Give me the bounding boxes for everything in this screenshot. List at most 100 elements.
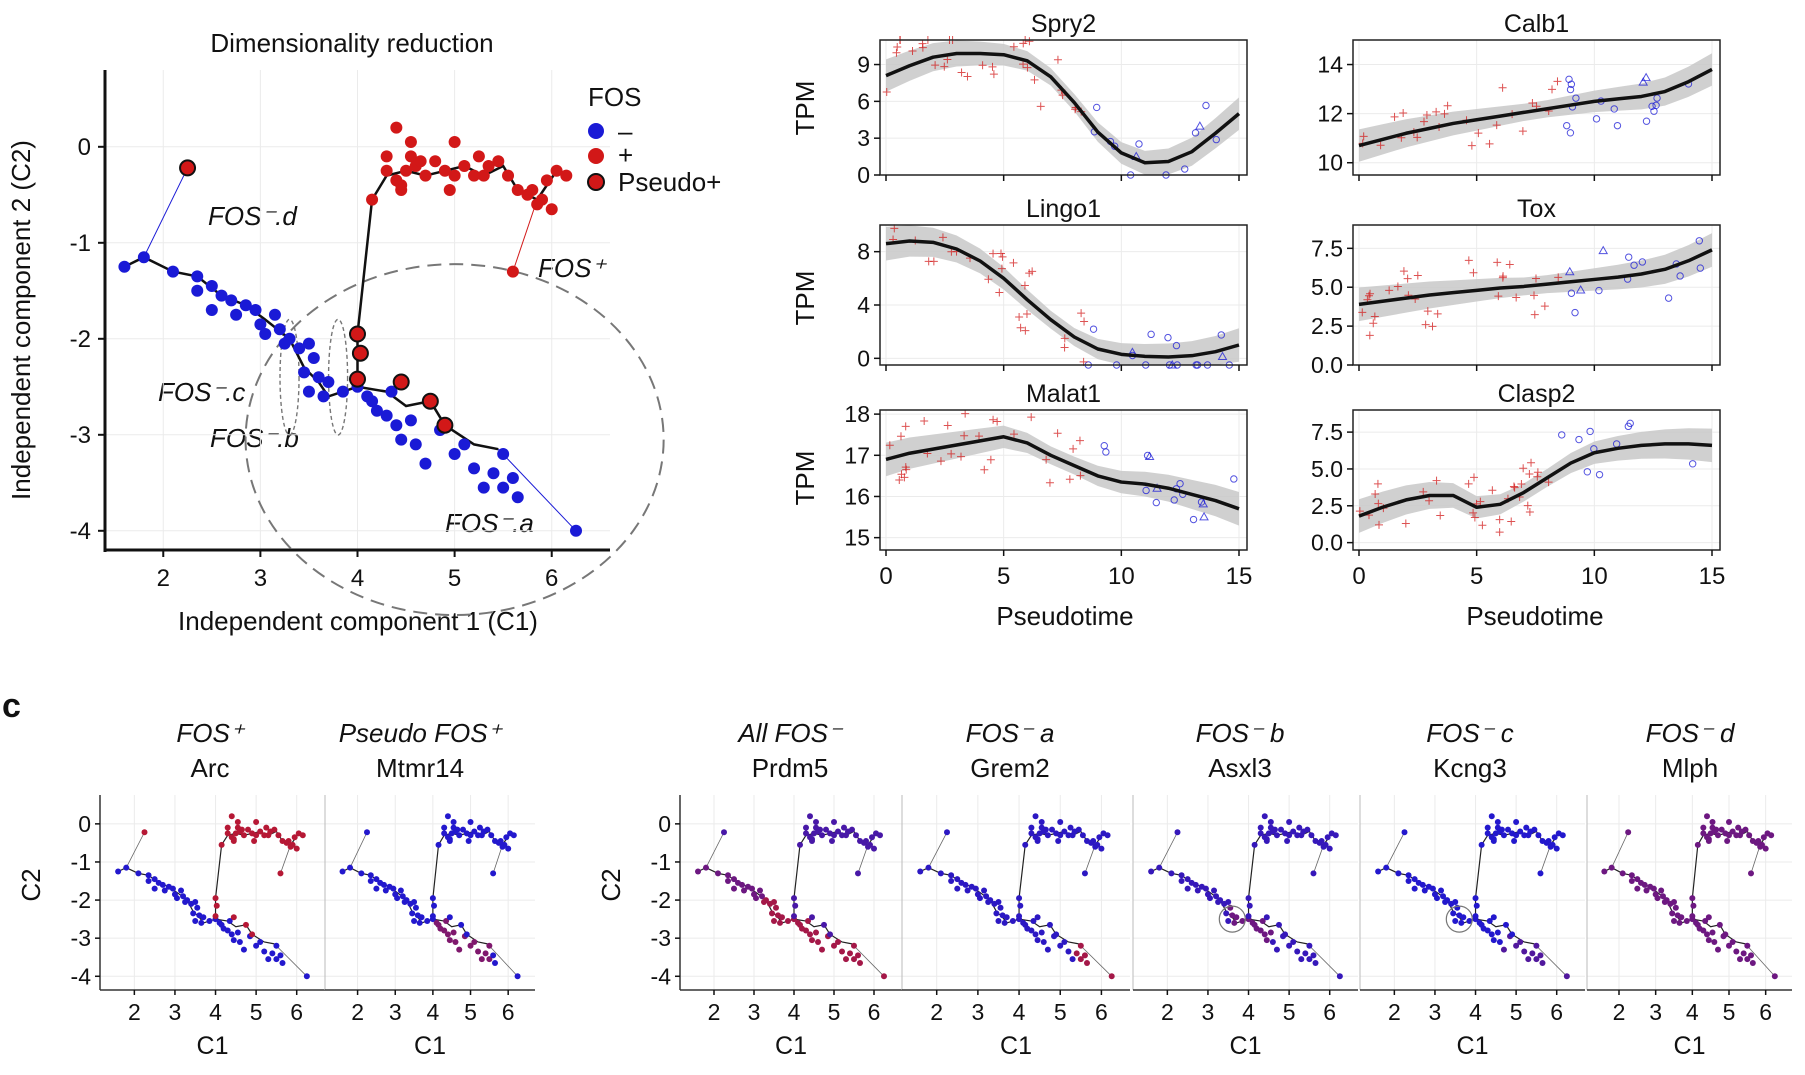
c-point [218,841,225,848]
c-point [1744,942,1751,949]
c-point [1715,832,1721,839]
b-marker-pos [1369,319,1378,328]
b-marker-pos [938,233,947,242]
c-point [944,829,950,836]
b-marker-neg [1566,129,1575,137]
c-point [1494,929,1501,936]
c-point [1740,950,1747,957]
b-marker-pos [1495,515,1504,524]
a-point-fos-pos [390,121,403,134]
b-marker-pos [960,431,969,440]
b-marker-pseudo [1598,245,1609,255]
b-ytick-label: 2.5 [1311,313,1343,339]
c-point [441,927,448,934]
b-marker-neg [1595,470,1604,479]
b-xtick-label: 10 [1108,563,1135,590]
a-ytick-label: -2 [70,326,91,353]
b-marker-pos [931,61,940,70]
c-point [1466,918,1473,925]
b-marker-neg [1093,103,1101,112]
c-point [1549,841,1556,848]
a-point-fos-neg [409,438,422,451]
c-point [1383,864,1390,871]
c-point [871,845,877,852]
c-xtick-label: 3 [1429,999,1442,1025]
b-marker-neg [1592,115,1601,123]
b-smooth-line [1358,248,1713,307]
b-marker-pos [1370,312,1379,321]
c-point [813,818,819,825]
c-point [1608,864,1615,871]
c-point [1273,946,1280,953]
c-point [224,824,231,831]
b-xtick-label: 5 [997,563,1010,590]
c-point [807,931,813,938]
c-point [411,898,418,905]
a-point-fos-neg [336,385,349,398]
b-marker-pos [1530,310,1539,319]
a-point-fos-pos [482,160,495,172]
b-marker-pos [1022,310,1031,319]
a-point-fos-pos [380,150,393,163]
c-point [1178,878,1185,885]
c-point [145,878,152,885]
c-point [486,942,493,949]
c-point [1079,832,1086,839]
b-xtick-label: 10 [1581,563,1608,590]
c-point [224,927,231,934]
a-branch [512,199,538,272]
b-marker-pos [1419,117,1428,126]
b-marker-neg [1575,435,1583,444]
c-point [478,956,485,963]
b-ytick-label: 4 [857,292,870,318]
a-point-fos-neg [302,385,315,398]
b-marker-pos [1080,317,1089,326]
c-point [823,826,829,833]
c-gene-2: Prdm5 [752,753,829,783]
c-xtick-label: 6 [1759,999,1772,1025]
c-point [1746,832,1753,839]
c-xtick-label: 3 [971,999,984,1025]
c-point [253,942,260,949]
c-point [1057,942,1064,949]
b-marker-pos [1020,281,1029,290]
c-point [450,818,457,825]
c-point [1738,828,1745,835]
c-point [1257,927,1264,934]
b-marker-pos [1355,507,1364,516]
c-point [1658,887,1665,894]
c-point [851,956,857,963]
c-point [242,921,249,928]
c-point [1502,921,1509,928]
a-point-fos-neg [511,491,524,504]
b-marker-pos [882,88,891,97]
c-point [394,895,401,902]
c-point [797,841,803,848]
c-point [1500,946,1507,953]
b-marker-pos [1499,272,1508,281]
b-marker-pos [1507,517,1516,526]
b-marker-neg [1625,253,1633,261]
c-point [1405,872,1412,879]
c-point [501,841,508,848]
b-ytick-label: 15 [844,525,870,551]
b-marker-neg [1135,140,1143,148]
c-point [881,973,887,980]
c-point [1535,832,1542,839]
c-point [869,834,875,841]
c-point [803,927,809,934]
c-point [488,832,495,839]
c-xtick-label: 6 [1095,999,1108,1025]
c-branch [857,844,869,874]
c-ytick-label: 0 [658,811,671,837]
c-point [452,938,459,945]
a-point-fos-neg [307,352,320,364]
c-point [725,872,731,879]
c-point [847,950,853,957]
c-point [1044,832,1051,839]
c-branch [1307,943,1341,977]
c-point [190,910,197,917]
a-point-fos-neg [390,419,403,432]
c-xtick-label: 4 [1469,999,1482,1025]
c-point [1300,828,1307,835]
